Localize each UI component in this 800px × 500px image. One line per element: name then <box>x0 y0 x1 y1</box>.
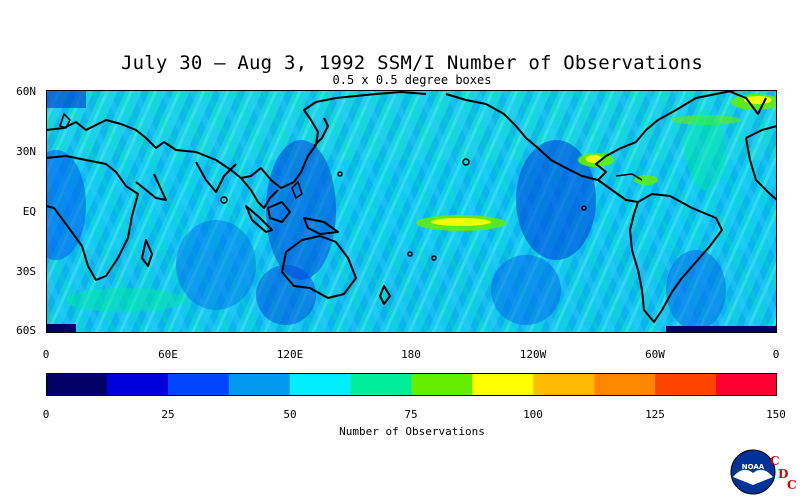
map-frame <box>46 90 777 333</box>
high-zone-atlantic-band <box>686 110 726 190</box>
colorbar-cell <box>106 373 169 396</box>
colorbar-cell <box>350 373 412 396</box>
island-sri-lanka <box>220 196 228 204</box>
map-subtitle: 0.5 x 0.5 degree boxes <box>332 73 492 87</box>
colorbar-cell <box>228 373 291 396</box>
coast-madagascar <box>141 239 153 267</box>
lat-label-60s: 60S <box>16 324 36 337</box>
island-caribbean <box>615 173 643 181</box>
colorbar-tick-125: 125 <box>645 408 665 421</box>
lon-label-0-west: 0 <box>42 348 50 361</box>
lat-label-30n: 30N <box>16 145 36 158</box>
coast-south-america <box>629 193 723 323</box>
no-data-south-strip-east <box>666 326 777 333</box>
lon-label-180: 180 <box>401 348 421 361</box>
lon-label-120w: 120W <box>519 348 547 361</box>
colorbar-tick-50: 50 <box>283 408 297 421</box>
noaa-emblem <box>730 449 776 495</box>
colorbar-cell <box>472 373 534 396</box>
coast-west-africa <box>745 137 777 201</box>
cdc-letter-c1: C <box>770 454 780 468</box>
lat-label-30s: 30S <box>16 265 36 278</box>
colorbar-cell <box>46 373 108 396</box>
lon-label-0-east: 0 <box>772 348 780 361</box>
low-zone-australia <box>256 265 316 325</box>
colorbar-tick-75: 75 <box>404 408 418 421</box>
coast-india <box>195 161 237 193</box>
coast-north-america <box>515 90 737 181</box>
color-scale-bar <box>46 373 777 396</box>
low-zone-indian <box>176 220 256 310</box>
high-zone-north-pacific <box>671 115 741 125</box>
coast-sumatra <box>245 205 273 233</box>
map-title: July 30 – Aug 3, 1992 SSM/I Number of Ob… <box>121 52 703 74</box>
lon-label-60e: 60E <box>158 348 178 361</box>
coast-central-america <box>597 179 639 203</box>
colorbar-cell <box>289 373 352 396</box>
colorbar-tick-100: 100 <box>523 408 543 421</box>
coast-alaska <box>445 93 517 127</box>
coast-japan <box>313 117 329 147</box>
low-zone-pacific-south <box>491 255 561 325</box>
colorbar-cell <box>716 373 777 396</box>
high-zone-central-pacific-core <box>431 218 491 226</box>
lat-label-eq: EQ <box>22 205 36 218</box>
colorbar-title: Number of Observations <box>339 425 485 438</box>
observation-map <box>46 90 777 333</box>
island-philippines <box>291 180 303 200</box>
coast-arabia <box>135 173 167 201</box>
colorbar-tick-0: 0 <box>42 408 50 421</box>
cdc-letter-c2: C <box>787 478 797 492</box>
noaa-logo-text: NOAA <box>742 463 765 471</box>
island-galapagos <box>581 205 587 211</box>
colorbar-cell <box>411 373 473 396</box>
island-uk <box>59 112 71 129</box>
low-zone-maritime <box>266 140 336 280</box>
coast-new-guinea <box>303 217 339 235</box>
lon-label-60w: 60W <box>645 348 665 361</box>
island-tahiti <box>431 255 437 261</box>
colorbar-cell <box>655 373 717 396</box>
high-zone-caribbean-core <box>586 155 602 163</box>
colorbar-cell <box>594 373 656 396</box>
band-pattern-b <box>46 90 777 333</box>
island-hawaii <box>462 158 470 166</box>
lon-label-120e: 120E <box>276 348 304 361</box>
coast-indochina <box>240 177 279 209</box>
high-zone-southern-ocean <box>66 288 186 312</box>
island-fiji <box>407 251 413 257</box>
lat-label-60n: 60N <box>16 85 36 98</box>
colorbar-tick-150: 150 <box>766 408 786 421</box>
coast-australia <box>281 235 357 299</box>
coast-borneo <box>267 201 291 223</box>
low-zone-pacific-east <box>516 140 596 260</box>
low-zone-atlantic-south <box>666 250 726 330</box>
coast-africa <box>46 155 139 281</box>
coast-europe-asia <box>46 91 427 189</box>
cdc-letter-d: D <box>778 467 788 481</box>
noaa-gull-icon <box>733 469 773 485</box>
high-zone-gulf <box>634 175 658 185</box>
colorbar-cell <box>167 373 230 396</box>
coast-greenland <box>725 90 767 115</box>
no-data-north-patch <box>46 90 86 108</box>
coast-west-africa-north <box>745 125 777 139</box>
colorbar-tick-25: 25 <box>161 408 175 421</box>
colorbar-cell <box>533 373 595 396</box>
no-data-south-strip <box>46 324 76 333</box>
low-zone-atlantic <box>46 150 86 260</box>
noaa-cdc-logo: NOAA C D C <box>730 449 797 495</box>
island-mariana <box>337 171 343 177</box>
coast-new-zealand <box>379 285 391 305</box>
